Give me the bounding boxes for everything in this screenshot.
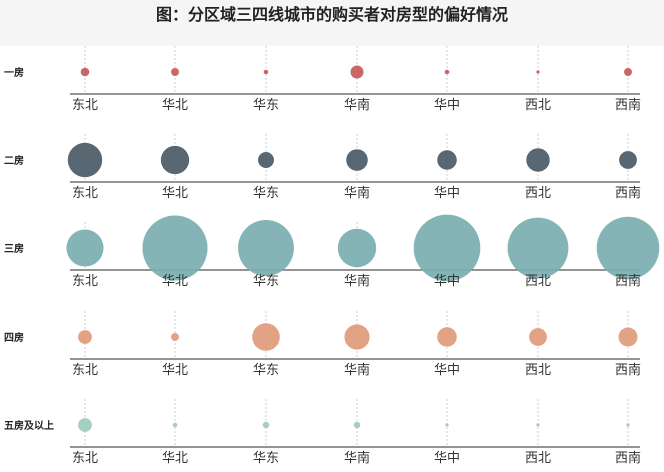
x-tick-label: 华南 [344, 362, 370, 378]
bubble-4-6 [529, 328, 547, 346]
bubble-1-2 [171, 68, 179, 76]
bubble-3-6 [507, 217, 569, 279]
x-tick-label: 东北 [72, 186, 98, 201]
x-tick-label: 西北 [525, 98, 551, 113]
x-tick-label: 华南 [344, 450, 370, 466]
bubble-4-3 [252, 323, 280, 351]
bubble-5-7 [626, 423, 630, 427]
x-tick-label: 华北 [162, 363, 188, 378]
x-tick-label: 华北 [162, 98, 188, 113]
x-tick-label: 华南 [344, 273, 370, 289]
bubble-5-5 [445, 423, 449, 427]
bubble-5-2 [172, 422, 178, 428]
x-tick-label: 西南 [615, 273, 641, 289]
x-tick-label: 西南 [615, 97, 641, 113]
x-tick-label: 西北 [525, 274, 551, 289]
x-tick-label: 东北 [72, 98, 98, 113]
x-tick-label: 华东 [253, 363, 279, 378]
x-tick-label: 东北 [72, 274, 98, 289]
x-tick-label: 华南 [344, 97, 370, 113]
x-tick-label: 华北 [162, 186, 188, 201]
title-band [0, 0, 664, 46]
x-tick-label: 西南 [615, 450, 641, 466]
bubble-4-2 [171, 333, 179, 341]
row-label: 二房 [4, 154, 24, 167]
bubble-1-3 [263, 69, 269, 75]
bubble-2-2 [160, 145, 190, 175]
x-tick-label: 华北 [162, 274, 188, 289]
bubble-2-4 [346, 149, 368, 171]
bubble-2-1 [67, 142, 103, 178]
x-tick-label: 华中 [434, 363, 460, 378]
bubble-2-7 [619, 151, 637, 169]
bubble-5-4 [353, 421, 361, 429]
x-tick-label: 华北 [162, 451, 188, 466]
x-tick-label: 华中 [434, 451, 460, 466]
x-tick-label: 华中 [434, 274, 460, 289]
x-tick-label: 华东 [253, 186, 279, 201]
x-tick-label: 东北 [72, 363, 98, 378]
x-tick-label: 西南 [615, 185, 641, 201]
x-tick-label: 华中 [434, 98, 460, 113]
x-tick-label: 西北 [525, 186, 551, 201]
x-tick-label: 西南 [615, 362, 641, 378]
bubble-4-7 [618, 327, 638, 347]
x-tick-label: 华东 [253, 451, 279, 466]
x-tick-label: 西北 [525, 363, 551, 378]
bubble-3-7 [596, 216, 660, 280]
bubble-2-3 [258, 152, 274, 168]
x-tick-label: 华东 [253, 98, 279, 113]
bubble-4-4 [344, 324, 370, 350]
x-tick-label: 华东 [253, 274, 279, 289]
x-tick-label: 华南 [344, 185, 370, 201]
row-label: 四房 [4, 331, 24, 344]
bubble-4-5 [437, 327, 457, 347]
x-tick-label: 东北 [72, 451, 98, 466]
bubble-2-6 [526, 148, 550, 172]
bubble-5-6 [536, 423, 540, 427]
bubble-5-3 [262, 421, 270, 429]
bubble-4-1 [78, 330, 92, 344]
row-label: 五房及以上 [4, 419, 54, 432]
bubble-3-5 [413, 214, 481, 282]
bubble-1-6 [536, 70, 540, 74]
bubble-3-2 [142, 215, 208, 281]
bubble-1-7 [624, 68, 632, 76]
row-label: 一房 [4, 66, 24, 79]
bubble-3-3 [238, 220, 294, 276]
row-label: 三房 [4, 242, 24, 255]
bubble-1-4 [350, 65, 364, 79]
bubble-1-5 [444, 69, 450, 75]
x-tick-label: 华中 [434, 186, 460, 201]
bubble-3-4 [337, 228, 377, 268]
bubble-1-1 [80, 67, 90, 77]
x-tick-label: 西北 [525, 451, 551, 466]
bubble-3-1 [66, 229, 104, 267]
bubble-5-1 [78, 418, 92, 432]
chart-title: 图：分区域三四线城市的购买者对房型的偏好情况 [155, 5, 508, 24]
bubble-2-5 [437, 150, 457, 170]
